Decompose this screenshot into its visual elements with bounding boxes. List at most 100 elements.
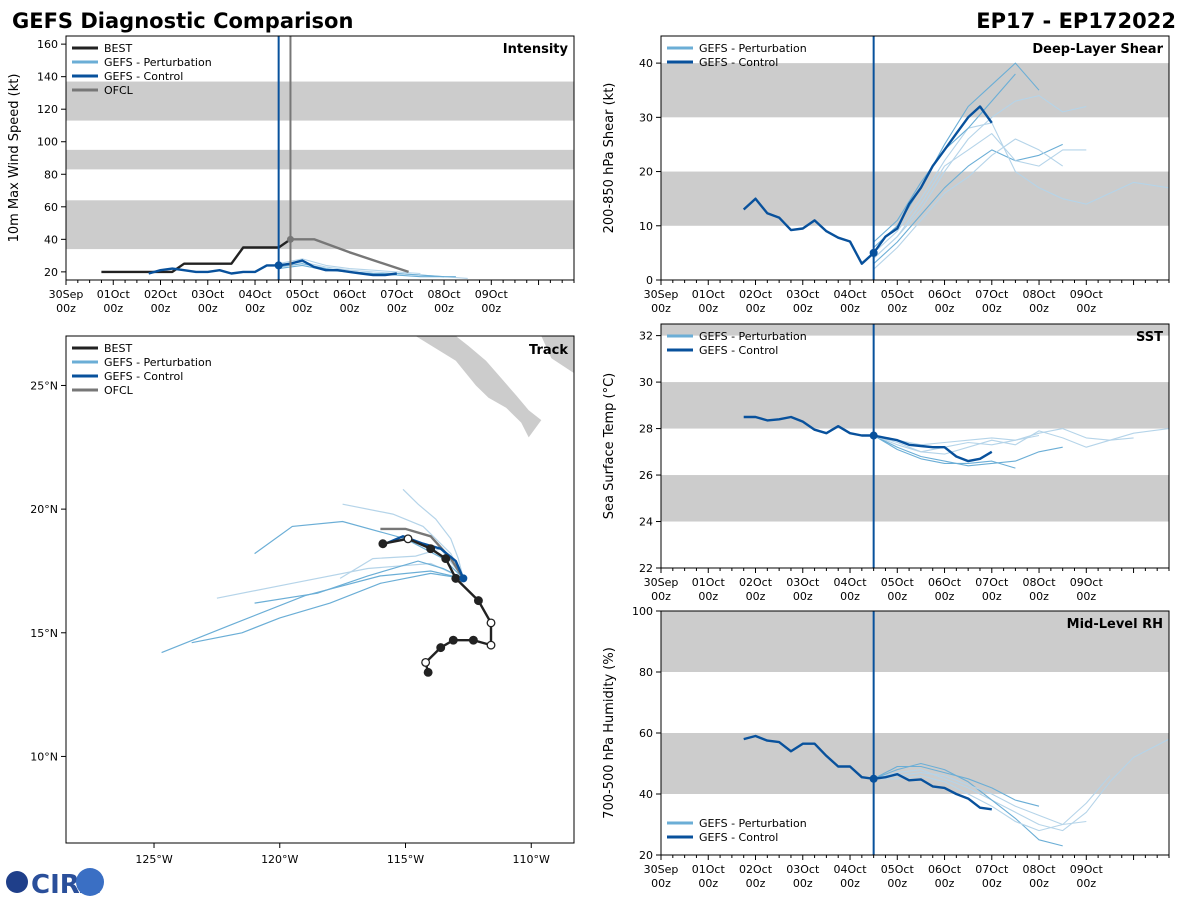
cira-logo-globe-left (6, 871, 28, 893)
panel-track: 125°W 120°W 115°W 110°W 10°N 15°N 20°N 25°N Trac… (30, 335, 575, 866)
control-init-marker (869, 431, 878, 440)
x-tick-label: 110°W (513, 853, 550, 866)
x-tick-label-date: 05Oct (286, 288, 320, 301)
x-tick-label-date: 06Oct (928, 863, 962, 876)
series-group (743, 415, 1169, 469)
y-tick-label: 10 (639, 220, 653, 233)
perturbation-track (161, 570, 464, 654)
series-line-pert (278, 258, 421, 275)
x-tick-label-hour: 00z (887, 302, 907, 315)
y-tick-label: 80 (44, 168, 58, 181)
best-track-point (441, 554, 451, 564)
panel-shear: 01020304030Sep00z01Oct00z02Oct00z03Oct00… (602, 35, 1170, 315)
threshold-band (661, 63, 1169, 118)
series-line-pert (873, 738, 1169, 832)
x-tick-label-date: 05Oct (881, 576, 915, 589)
x-tick-label-date: 07Oct (975, 576, 1009, 589)
series-line-pert (873, 138, 1064, 270)
legend-label: BEST (104, 42, 132, 55)
x-tick-label-date: 03Oct (786, 288, 820, 301)
x-tick-label-date: 02Oct (739, 288, 773, 301)
plot-frame (65, 335, 575, 844)
x-tick-label-hour: 00z (292, 302, 312, 315)
x-tick-label-date: 08Oct (1023, 576, 1057, 589)
x-tick-label-date: 07Oct (975, 863, 1009, 876)
plot-frame (660, 35, 1170, 281)
panel-sst: 22242628303230Sep00z01Oct00z02Oct00z03Oc… (602, 323, 1170, 603)
control-init-marker (274, 261, 283, 270)
panel-title: Intensity (503, 42, 569, 57)
baja-california-land (317, 336, 542, 438)
legend-label: GEFS - Perturbation (699, 42, 807, 55)
panel-title: Mid-Level RH (1067, 617, 1163, 632)
x-tick-label-hour: 00z (245, 302, 265, 315)
x-tick-label-date: 05Oct (881, 863, 915, 876)
series-group (742, 62, 1169, 270)
threshold-band (66, 149, 574, 170)
legend-label: GEFS - Perturbation (699, 330, 807, 343)
series-line-pert (278, 264, 456, 278)
x-tick-label-hour: 00z (1029, 590, 1049, 603)
series-line-pert (873, 765, 1040, 807)
y-tick-label: 24 (639, 516, 653, 529)
legend-label: GEFS - Control (104, 370, 183, 383)
series-line-pert (873, 95, 1087, 259)
x-tick-label-hour: 00z (1029, 302, 1049, 315)
plot-frame (660, 323, 1170, 569)
x-tick-label-hour: 00z (935, 590, 955, 603)
y-tick-label: 40 (639, 57, 653, 70)
cira-logo-globe-right (76, 868, 104, 896)
x-tick-label-hour: 00z (746, 590, 766, 603)
x-tick-label-date: 30Sep (644, 576, 679, 589)
ofcl-track (380, 527, 465, 580)
x-tick-label-hour: 00z (793, 302, 813, 315)
y-tick-label: 80 (639, 666, 653, 679)
x-tick-label-date: 03Oct (786, 863, 820, 876)
x-tick-label-date: 04Oct (834, 576, 868, 589)
x-tick-label-date: 01Oct (692, 288, 726, 301)
series-line-pert (873, 133, 1087, 259)
control-init-marker (869, 774, 878, 783)
y-tick-label: 26 (639, 469, 653, 482)
control-init-marker (869, 248, 878, 257)
x-tick-label-date: 30Sep (49, 288, 84, 301)
legend-label: GEFS - Perturbation (104, 356, 212, 369)
y-tick-label: 30 (639, 376, 653, 389)
x-tick-label-date: 30Sep (644, 863, 679, 876)
y-axis-label: 700-500 hPa Humidity (%) (602, 647, 617, 819)
x-tick-label-date: 06Oct (333, 288, 367, 301)
panel-title: Track (529, 343, 568, 358)
x-tick-label-date: 08Oct (428, 288, 462, 301)
threshold-band (66, 81, 574, 121)
y-tick-label: 20 (639, 166, 653, 179)
x-tick-label-date: 08Oct (1023, 863, 1057, 876)
x-tick-label-date: 09Oct (1070, 288, 1104, 301)
x-tick-label-hour: 00z (698, 590, 718, 603)
y-tick-label: 20 (44, 266, 58, 279)
x-tick-label-date: 05Oct (881, 288, 915, 301)
series-line-best (101, 238, 292, 274)
x-tick-label-date: 03Oct (786, 576, 820, 589)
y-tick-label: 10°N (30, 750, 58, 763)
x-tick-label-date: 09Oct (475, 288, 509, 301)
perturbation-track (216, 562, 464, 599)
x-tick-label-date: 04Oct (239, 288, 273, 301)
x-tick-label-hour: 00z (1029, 877, 1049, 890)
mainland-mexico-land (541, 336, 574, 374)
legend-label: OFCL (104, 84, 134, 97)
best-track-point (448, 635, 458, 645)
x-tick-label-hour: 00z (840, 877, 860, 890)
series-line-pert (873, 122, 1169, 254)
series-line-ofcl (290, 238, 409, 274)
storm-id: EP17 - EP172022 (976, 9, 1176, 33)
control-init-marker (459, 574, 468, 583)
threshold-band (661, 171, 1169, 226)
x-tick-label-hour: 00z (1076, 877, 1096, 890)
y-tick-label: 22 (639, 562, 653, 575)
y-tick-label: 120 (37, 103, 58, 116)
series-line-pert (873, 762, 1063, 847)
legend-label: BEST (104, 342, 132, 355)
y-tick-label: 28 (639, 423, 653, 436)
y-axis-label: 200-850 hPa Shear (kt) (602, 83, 617, 234)
x-tick-label-date: 07Oct (975, 288, 1009, 301)
